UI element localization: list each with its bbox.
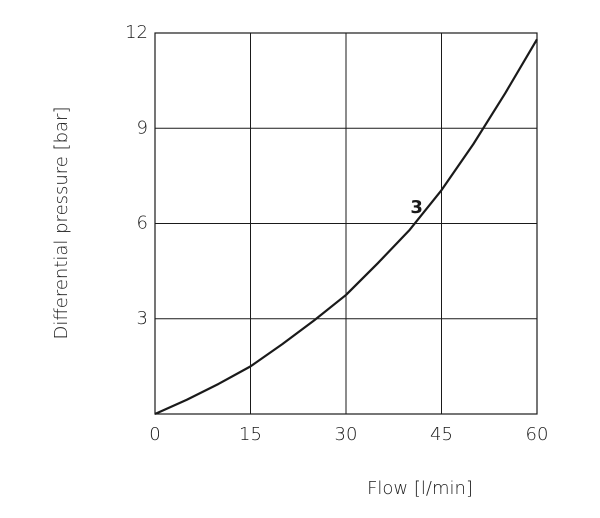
y-tick-label: 9 — [137, 117, 148, 138]
y-tick-label: 12 — [125, 22, 148, 43]
x-tick-label: 45 — [430, 424, 453, 445]
y-tick-label: 6 — [137, 213, 148, 234]
curve — [154, 38, 538, 416]
y-tick-label: 3 — [137, 308, 148, 329]
x-tick-label: 30 — [335, 424, 358, 445]
y-axis-label: Differential pressure [bar] — [51, 106, 72, 339]
x-tick-label: 0 — [149, 424, 160, 445]
x-tick-label: 60 — [526, 424, 549, 445]
x-tick-label: 15 — [239, 424, 262, 445]
x-axis-label: Flow [l/min] — [367, 478, 473, 499]
curve-label: 3 — [410, 197, 423, 218]
